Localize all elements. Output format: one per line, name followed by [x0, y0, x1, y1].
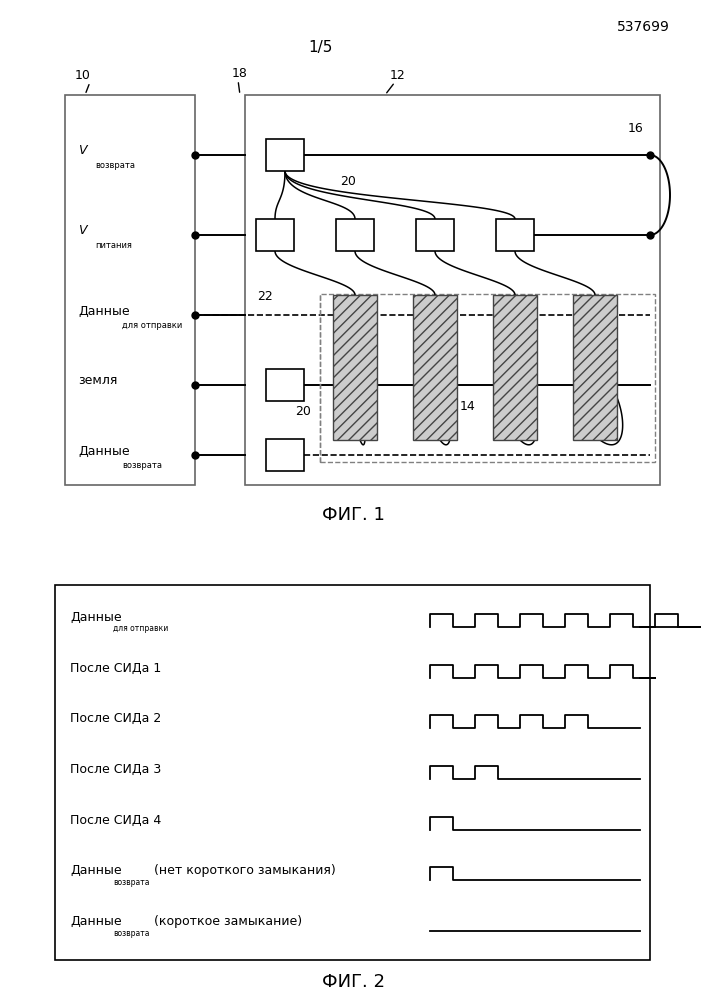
Bar — [65, 95, 195, 485]
Bar — [266, 439, 304, 471]
Text: Данные: Данные — [78, 444, 129, 458]
Text: 20: 20 — [340, 175, 356, 188]
Text: для отправки: для отправки — [113, 624, 168, 633]
Text: (нет короткого замыкания): (нет короткого замыкания) — [154, 864, 336, 877]
Text: (короткое замыкание): (короткое замыкание) — [154, 915, 303, 928]
Bar — [496, 219, 534, 251]
Text: После СИДа 4: После СИДа 4 — [70, 814, 161, 827]
Text: ФИГ. 2: ФИГ. 2 — [322, 973, 385, 991]
Text: 20: 20 — [295, 405, 311, 418]
Bar — [573, 295, 617, 440]
Text: Данные: Данные — [78, 304, 129, 318]
Text: V: V — [78, 144, 86, 157]
Text: V: V — [78, 225, 86, 237]
Text: Данные: Данные — [70, 915, 122, 928]
Text: питания: питания — [95, 241, 132, 250]
Bar — [55, 585, 650, 960]
Text: возврата: возврата — [122, 461, 162, 470]
Text: 16: 16 — [628, 122, 644, 135]
Text: 14: 14 — [460, 400, 476, 413]
Bar — [493, 295, 537, 440]
Text: 12: 12 — [390, 69, 406, 82]
Bar — [266, 139, 304, 171]
Text: 1/5: 1/5 — [308, 40, 332, 55]
Text: ФИГ. 1: ФИГ. 1 — [322, 506, 385, 524]
Text: 18: 18 — [232, 67, 248, 80]
Bar — [266, 369, 304, 401]
Text: земля: земля — [78, 374, 117, 387]
Text: Данные: Данные — [70, 864, 122, 877]
Text: После СИДа 1: После СИДа 1 — [70, 662, 161, 675]
Bar — [336, 219, 374, 251]
Bar — [333, 295, 377, 440]
Text: После СИДа 2: После СИДа 2 — [70, 712, 161, 725]
Text: Данные: Данные — [70, 611, 122, 624]
Text: После СИДа 3: После СИДа 3 — [70, 763, 161, 776]
Bar — [256, 219, 294, 251]
Text: возврата: возврата — [95, 161, 135, 170]
Bar — [245, 95, 660, 485]
Text: возврата: возврата — [113, 878, 150, 887]
Bar — [320, 294, 655, 462]
Text: 10: 10 — [75, 69, 91, 82]
Bar — [416, 219, 454, 251]
Text: 537699: 537699 — [617, 20, 670, 34]
Text: для отправки: для отправки — [122, 321, 182, 330]
Text: возврата: возврата — [113, 929, 150, 938]
Text: 22: 22 — [257, 290, 273, 303]
Bar — [413, 295, 457, 440]
